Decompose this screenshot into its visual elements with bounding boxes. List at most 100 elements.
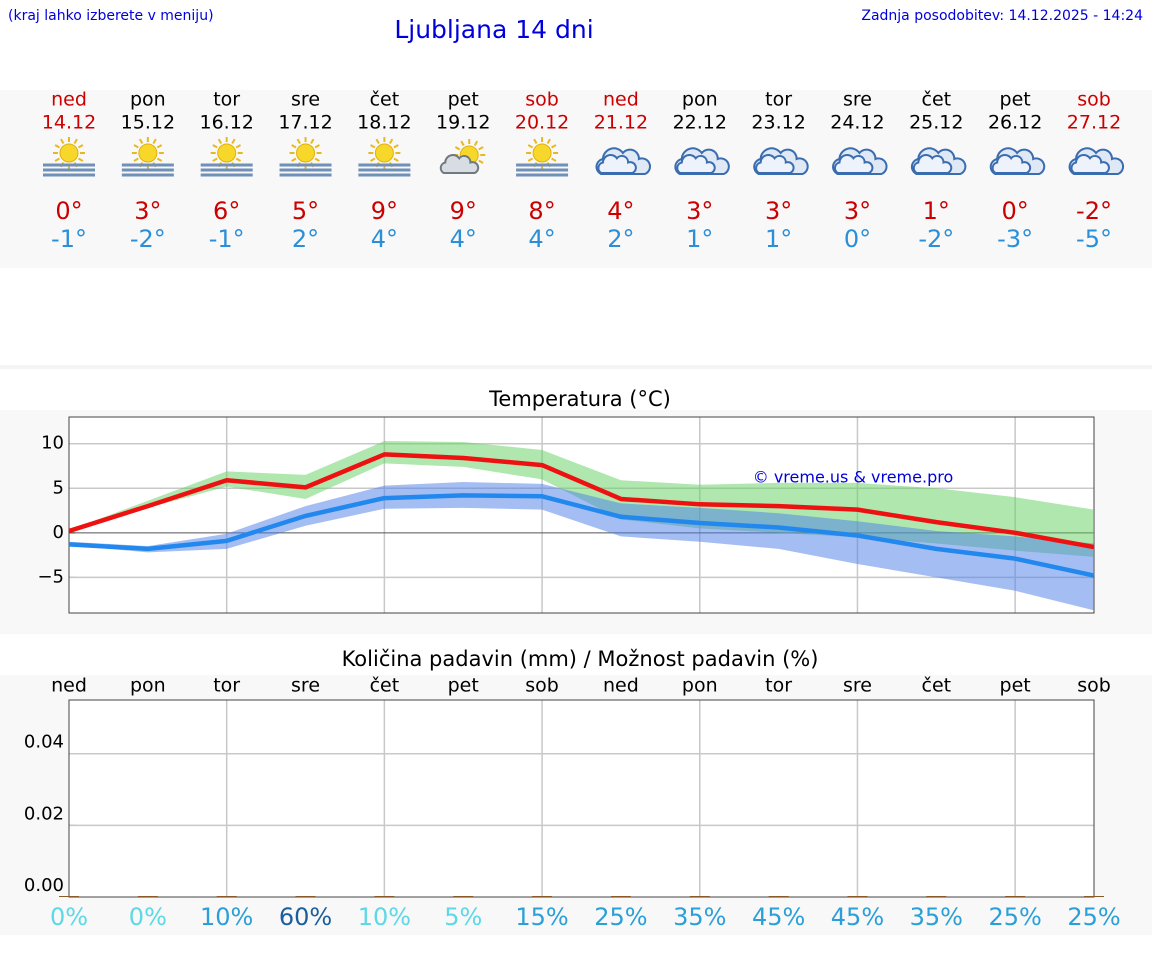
x-tick-label: sob [525, 675, 559, 697]
y-tick-label: −5 [37, 566, 64, 587]
chance-label: 45% [831, 903, 884, 931]
menu-note[interactable]: (kraj lahko izberete v meniju) [8, 8, 214, 24]
weekday: tor [765, 89, 792, 111]
sun-ray [393, 157, 399, 162]
precip-bar [216, 896, 237, 897]
day-strip-bg [0, 90, 1152, 268]
precip-bar [768, 896, 789, 897]
weekday: pon [682, 89, 718, 111]
sun-ray [78, 144, 84, 149]
temp-line [68, 452, 1095, 550]
cloud [912, 154, 953, 174]
precip-bar [926, 896, 947, 897]
low-temp: 2° [607, 225, 634, 253]
plot-area [69, 700, 1094, 897]
sun-ray [551, 144, 557, 149]
cloud [597, 154, 637, 174]
precip-bar [1084, 896, 1104, 897]
chance-label: 60% [279, 903, 332, 931]
sun-ray [291, 157, 297, 162]
x-tick-label: pet [448, 675, 479, 697]
date: 27.12 [1067, 112, 1121, 134]
sun [138, 143, 158, 163]
date: 14.12 [42, 112, 96, 134]
weekday: ned [51, 89, 87, 111]
precip-bar [1005, 896, 1026, 897]
high-temp: 3° [686, 197, 713, 225]
weather-icon [200, 137, 253, 177]
weather-icon [989, 147, 1046, 175]
sun-ray [296, 138, 301, 144]
x-tick-label: sre [291, 675, 320, 697]
y-tick-label: 0.04 [24, 732, 64, 753]
sun-ray [291, 144, 297, 149]
weekday: sob [1077, 89, 1111, 111]
high-temp: 3° [134, 197, 161, 225]
precip-bar [295, 896, 316, 897]
chart-title: Temperatura (°C) [488, 387, 671, 411]
low-temp: -5° [1076, 225, 1112, 253]
y-tick-label: 0.02 [24, 803, 64, 824]
low-temp: 2° [292, 225, 319, 253]
chance-label: 35% [673, 903, 726, 931]
sun-ray [54, 144, 60, 149]
sun-ray [133, 157, 139, 162]
date: 21.12 [594, 112, 648, 134]
high-temp: 4° [607, 197, 634, 225]
chance-label: 15% [515, 903, 568, 931]
sun-ray [370, 157, 376, 162]
weather-icon [358, 137, 411, 177]
chance-label: 45% [752, 903, 805, 931]
sun-ray [133, 144, 139, 149]
watermark: © vreme.us & vreme.pro [753, 468, 954, 487]
x-tick-label: pon [682, 675, 718, 697]
date: 26.12 [988, 112, 1042, 134]
weather-icon [516, 137, 569, 177]
weather-icon [832, 147, 888, 175]
chance-label: 5% [444, 903, 482, 931]
sun-ray [527, 144, 534, 149]
sun-ray [54, 157, 60, 162]
sun-ray [60, 138, 65, 144]
sun-ray [235, 144, 242, 149]
low-temp: -1° [51, 225, 87, 253]
sun-ray [212, 157, 218, 162]
x-tick-label: pon [130, 675, 166, 697]
weather-icon [910, 147, 967, 175]
sun-ray [310, 138, 315, 144]
x-tick-label: sob [1077, 675, 1111, 697]
weather-icon [43, 137, 95, 177]
sun-ray [314, 144, 320, 149]
precip-bar [453, 896, 474, 897]
high-temp: 9° [450, 197, 477, 225]
y-tick-label: 0 [53, 522, 64, 543]
sun-ray [78, 157, 84, 162]
x-tick-label: ned [51, 675, 87, 697]
plot-frame [68, 699, 1095, 898]
sun-ray [551, 157, 557, 162]
sun-ray [533, 138, 538, 144]
date: 25.12 [909, 112, 963, 134]
precip-bar [847, 896, 868, 897]
low-temp: 1° [686, 225, 713, 253]
x-tick-label: pet [1000, 675, 1031, 697]
chance-label: 25% [594, 903, 647, 931]
high-temp: 9° [371, 197, 398, 225]
precip-bar [689, 896, 710, 897]
precip-bar [532, 896, 553, 897]
low-temp: 4° [450, 225, 477, 253]
chance-label: 10% [358, 903, 411, 931]
sun-ray [546, 138, 551, 144]
precip-bar [374, 896, 395, 897]
sun-ray [235, 157, 242, 162]
cloud [991, 154, 1032, 174]
high-temp: 0° [1002, 197, 1029, 225]
weather-icon [753, 147, 809, 175]
high-temp: 0° [55, 197, 82, 225]
x-tick-label: ned [603, 675, 639, 697]
high-temp: 1° [923, 197, 950, 225]
precip-bar [610, 896, 631, 897]
sun-ray [212, 144, 218, 149]
low-temp: -1° [209, 225, 245, 253]
